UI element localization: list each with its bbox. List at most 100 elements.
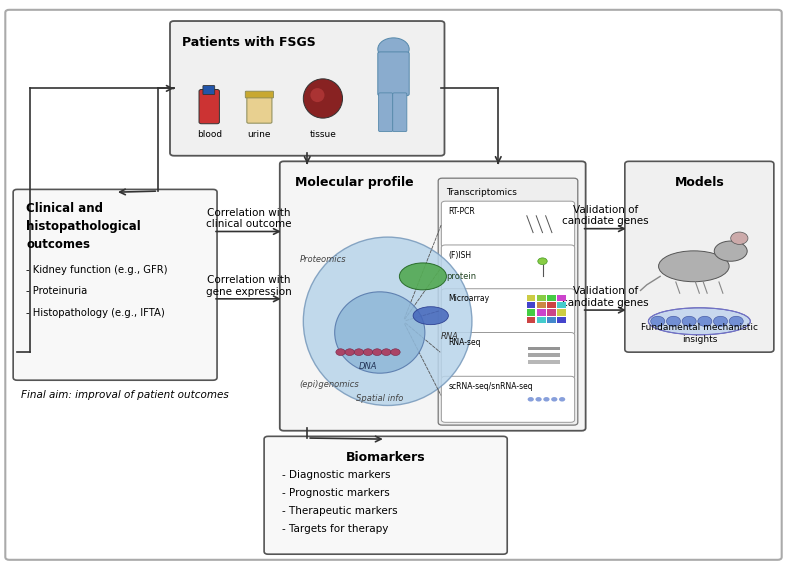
FancyBboxPatch shape xyxy=(527,310,535,316)
FancyBboxPatch shape xyxy=(203,86,215,95)
Circle shape xyxy=(714,316,727,327)
Text: - Therapeutic markers: - Therapeutic markers xyxy=(283,506,397,516)
FancyBboxPatch shape xyxy=(547,295,556,301)
Circle shape xyxy=(667,316,681,327)
Ellipse shape xyxy=(334,292,425,373)
Circle shape xyxy=(651,316,665,327)
Ellipse shape xyxy=(659,251,729,282)
FancyBboxPatch shape xyxy=(547,317,556,323)
Text: urine: urine xyxy=(248,130,272,139)
Circle shape xyxy=(336,349,345,355)
Circle shape xyxy=(538,258,547,265)
FancyBboxPatch shape xyxy=(557,295,566,301)
Ellipse shape xyxy=(310,88,324,102)
Text: tissue: tissue xyxy=(309,130,336,139)
Text: - Proteinuria: - Proteinuria xyxy=(27,287,87,297)
FancyBboxPatch shape xyxy=(199,90,220,124)
Ellipse shape xyxy=(648,308,750,335)
FancyBboxPatch shape xyxy=(537,295,545,301)
Circle shape xyxy=(527,397,534,402)
FancyBboxPatch shape xyxy=(528,346,560,350)
FancyBboxPatch shape xyxy=(6,10,781,560)
Circle shape xyxy=(382,349,391,355)
Circle shape xyxy=(551,397,557,402)
FancyBboxPatch shape xyxy=(442,201,575,247)
FancyBboxPatch shape xyxy=(557,302,566,309)
Text: RNA: RNA xyxy=(441,333,459,341)
FancyBboxPatch shape xyxy=(442,333,575,378)
Text: blood: blood xyxy=(197,130,222,139)
Circle shape xyxy=(559,397,565,402)
FancyBboxPatch shape xyxy=(625,161,774,352)
Circle shape xyxy=(535,397,541,402)
Text: Patients with FSGS: Patients with FSGS xyxy=(182,36,316,49)
FancyBboxPatch shape xyxy=(438,178,578,425)
FancyBboxPatch shape xyxy=(527,302,535,309)
Ellipse shape xyxy=(303,79,342,118)
Text: (F)ISH: (F)ISH xyxy=(449,250,471,259)
Text: Spatial info: Spatial info xyxy=(356,394,404,403)
FancyBboxPatch shape xyxy=(442,245,575,291)
FancyBboxPatch shape xyxy=(528,353,560,357)
Text: Biomarkers: Biomarkers xyxy=(345,452,426,465)
Text: (epi)genomics: (epi)genomics xyxy=(299,380,359,389)
Text: Molecular profile: Molecular profile xyxy=(295,177,414,190)
Text: - Diagnostic markers: - Diagnostic markers xyxy=(283,470,390,480)
Text: protein: protein xyxy=(446,272,477,281)
Circle shape xyxy=(354,349,364,355)
Circle shape xyxy=(391,349,400,355)
Text: Clinical and
histopathological
outcomes: Clinical and histopathological outcomes xyxy=(27,202,141,252)
FancyBboxPatch shape xyxy=(537,302,545,309)
FancyBboxPatch shape xyxy=(170,21,445,156)
FancyBboxPatch shape xyxy=(547,302,556,309)
FancyBboxPatch shape xyxy=(527,317,535,323)
Text: Microarray: Microarray xyxy=(449,294,490,303)
Text: - Kidney function (e.g., GFR): - Kidney function (e.g., GFR) xyxy=(27,265,168,275)
Ellipse shape xyxy=(303,237,472,406)
Text: DNA: DNA xyxy=(359,362,377,371)
FancyBboxPatch shape xyxy=(527,295,535,301)
Ellipse shape xyxy=(399,263,446,290)
Text: Proteomics: Proteomics xyxy=(299,255,346,264)
Text: RT-PCR: RT-PCR xyxy=(449,207,475,216)
FancyBboxPatch shape xyxy=(378,52,409,96)
Text: RNA-seq: RNA-seq xyxy=(449,338,481,347)
Text: Transcriptomics: Transcriptomics xyxy=(446,188,517,197)
Circle shape xyxy=(372,349,382,355)
Text: Correlation with
clinical outcome: Correlation with clinical outcome xyxy=(205,208,291,229)
Text: Validation of
candidate genes: Validation of candidate genes xyxy=(562,205,648,226)
FancyBboxPatch shape xyxy=(264,437,507,554)
FancyBboxPatch shape xyxy=(442,376,575,422)
Circle shape xyxy=(364,349,373,355)
FancyBboxPatch shape xyxy=(442,289,575,335)
Circle shape xyxy=(698,316,712,327)
Circle shape xyxy=(543,397,549,402)
FancyBboxPatch shape xyxy=(537,310,545,316)
FancyBboxPatch shape xyxy=(557,317,566,323)
Ellipse shape xyxy=(413,307,449,325)
FancyBboxPatch shape xyxy=(379,93,393,131)
FancyBboxPatch shape xyxy=(280,161,586,431)
Text: - Prognostic markers: - Prognostic markers xyxy=(283,488,390,498)
Circle shape xyxy=(729,316,743,327)
Circle shape xyxy=(730,232,748,244)
FancyBboxPatch shape xyxy=(13,190,217,380)
Text: scRNA-seq/snRNA-seq: scRNA-seq/snRNA-seq xyxy=(449,382,533,391)
FancyBboxPatch shape xyxy=(557,310,566,316)
Text: Fundamental mechanistic
insights: Fundamental mechanistic insights xyxy=(641,323,758,343)
Circle shape xyxy=(378,38,409,60)
Text: Final aim: improval of patient outcomes: Final aim: improval of patient outcomes xyxy=(21,390,229,400)
Text: - Targets for therapy: - Targets for therapy xyxy=(283,524,389,534)
FancyBboxPatch shape xyxy=(528,360,560,364)
FancyBboxPatch shape xyxy=(393,93,407,131)
Circle shape xyxy=(682,316,696,327)
Text: Models: Models xyxy=(674,177,724,190)
Text: Correlation with
gene expression: Correlation with gene expression xyxy=(205,275,291,297)
Text: - Histopathology (e.g., IFTA): - Histopathology (e.g., IFTA) xyxy=(27,308,165,318)
FancyBboxPatch shape xyxy=(537,317,545,323)
Text: Validation of
candidate genes: Validation of candidate genes xyxy=(562,286,648,308)
FancyBboxPatch shape xyxy=(547,310,556,316)
Circle shape xyxy=(345,349,354,355)
FancyBboxPatch shape xyxy=(247,93,272,123)
FancyBboxPatch shape xyxy=(246,91,274,98)
